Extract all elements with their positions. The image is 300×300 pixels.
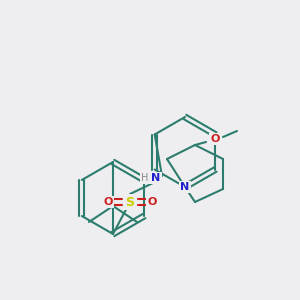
Text: H: H — [141, 173, 149, 183]
Text: O: O — [210, 134, 220, 144]
Text: N: N — [152, 173, 160, 183]
Text: O: O — [147, 197, 157, 207]
Text: S: S — [125, 196, 134, 208]
Text: N: N — [180, 182, 190, 192]
Text: O: O — [103, 197, 113, 207]
